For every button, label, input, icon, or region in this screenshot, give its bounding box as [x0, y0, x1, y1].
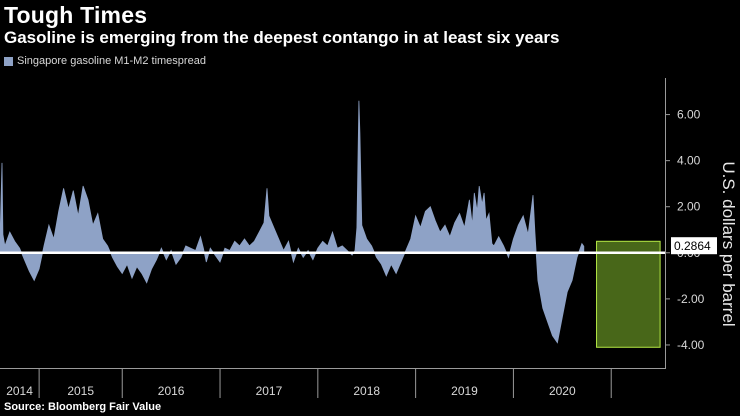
y-axis-title: U.S. dollars per barrel — [719, 161, 738, 326]
y-tick-label: 4.00 — [677, 154, 701, 168]
contango-highlight-box — [596, 240, 661, 348]
x-tick-label: 2016 — [158, 384, 185, 398]
last-value-label: 0.2864 — [674, 239, 711, 253]
last-value-badge — [671, 237, 717, 255]
y-tick-label: -2.00 — [677, 292, 705, 306]
x-tick-label: 2020 — [549, 384, 576, 398]
timespread-area-series — [0, 100, 585, 344]
y-tick-label: 6.00 — [677, 108, 701, 122]
legend-swatch — [4, 56, 13, 66]
chart-subtitle: Gasoline is emerging from the deepest co… — [4, 28, 560, 47]
x-tick-label: 2014 — [6, 384, 33, 398]
x-tick-label: 2019 — [451, 384, 478, 398]
x-tick-label: 2017 — [256, 384, 283, 398]
legend-label: Singapore gasoline M1-M2 timespread — [17, 55, 206, 67]
legend: Singapore gasoline M1-M2 timespread — [4, 55, 206, 67]
chart-title: Tough Times — [4, 2, 148, 28]
x-tick-label: 2015 — [67, 384, 94, 398]
y-tick-label: -4.00 — [677, 338, 705, 352]
source-note: Source: Bloomberg Fair Value — [4, 401, 162, 413]
y-tick-label: 2.00 — [677, 200, 701, 214]
x-tick-label: 2018 — [353, 384, 380, 398]
